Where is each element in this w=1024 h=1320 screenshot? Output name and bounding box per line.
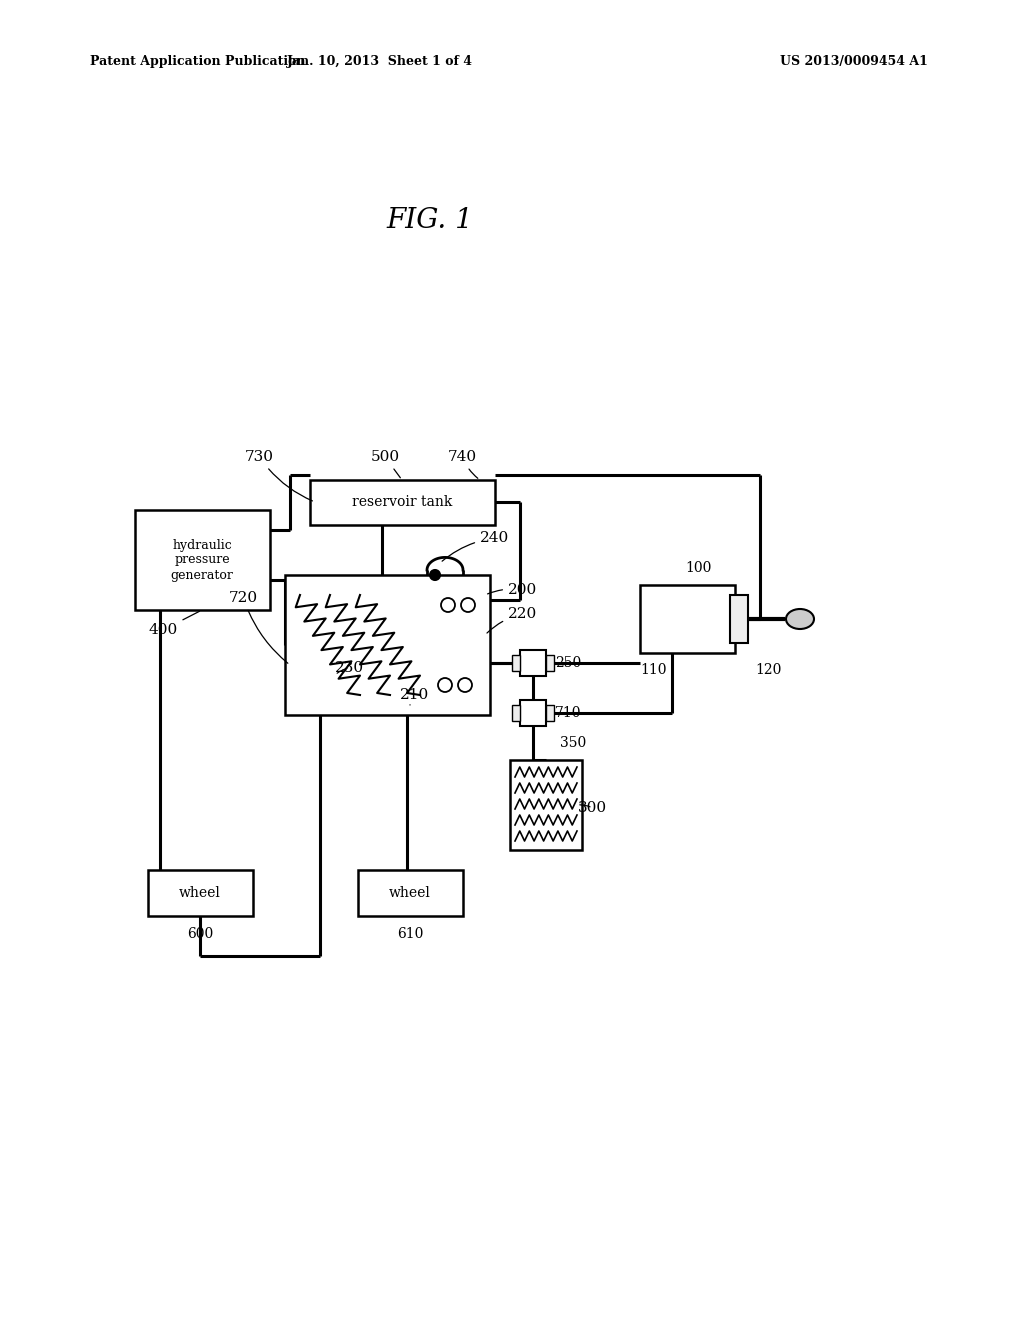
Ellipse shape xyxy=(786,609,814,630)
Bar xyxy=(520,700,546,726)
Text: 720: 720 xyxy=(229,591,288,663)
Text: Patent Application Publication: Patent Application Publication xyxy=(90,55,305,69)
Text: 220: 220 xyxy=(487,607,538,634)
Text: hydraulic
pressure
generator: hydraulic pressure generator xyxy=(171,539,233,582)
Text: 600: 600 xyxy=(186,927,213,941)
Text: 210: 210 xyxy=(400,688,429,705)
Text: 120: 120 xyxy=(755,663,781,677)
Text: 500: 500 xyxy=(371,450,400,478)
Bar xyxy=(520,649,546,676)
Text: Jan. 10, 2013  Sheet 1 of 4: Jan. 10, 2013 Sheet 1 of 4 xyxy=(287,55,473,69)
Bar xyxy=(135,510,270,610)
Bar xyxy=(512,705,520,721)
Bar xyxy=(285,576,490,715)
Bar xyxy=(512,655,520,671)
Text: 250: 250 xyxy=(555,656,582,671)
Bar xyxy=(358,870,463,916)
Text: 100: 100 xyxy=(685,561,712,576)
Bar xyxy=(510,760,582,850)
Text: 230: 230 xyxy=(335,661,365,675)
Text: 710: 710 xyxy=(555,706,582,719)
Text: 200: 200 xyxy=(487,583,538,597)
Text: 350: 350 xyxy=(560,737,587,750)
Bar xyxy=(730,595,748,643)
Text: US 2013/0009454 A1: US 2013/0009454 A1 xyxy=(780,55,928,69)
Bar xyxy=(546,655,554,671)
Text: 610: 610 xyxy=(397,927,423,941)
Text: 300: 300 xyxy=(578,801,607,814)
Text: FIG. 1: FIG. 1 xyxy=(387,206,473,234)
Text: 110: 110 xyxy=(640,663,667,677)
Text: wheel: wheel xyxy=(389,886,431,900)
Text: 730: 730 xyxy=(245,450,312,500)
Text: wheel: wheel xyxy=(179,886,221,900)
Text: 400: 400 xyxy=(148,611,200,638)
Circle shape xyxy=(430,570,440,579)
Bar xyxy=(546,705,554,721)
Text: 740: 740 xyxy=(449,450,478,478)
Text: 240: 240 xyxy=(442,531,509,561)
Bar xyxy=(640,585,735,653)
Bar xyxy=(310,480,495,525)
Text: reservoir tank: reservoir tank xyxy=(352,495,453,510)
Bar xyxy=(148,870,253,916)
